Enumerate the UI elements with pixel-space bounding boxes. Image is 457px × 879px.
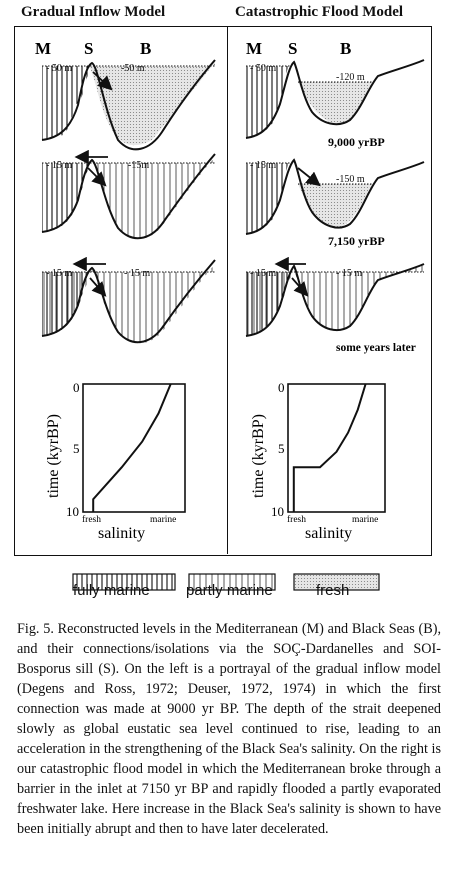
depth-l3-right: - 15 m (124, 268, 150, 279)
y-tick-10-right: 10 (271, 504, 284, 519)
right-basin-3: - 15 m - 15 m some years later (245, 256, 425, 354)
time-label-2: 7,150 yrBP (328, 234, 385, 248)
time-label-1: 9,000 yrBP (328, 135, 385, 149)
label-m-left: M (35, 39, 51, 58)
legend-label-fresh: fresh (316, 582, 350, 599)
chart-axes-box-left (82, 383, 186, 513)
legend-swatch-fully-marine (72, 573, 176, 591)
label-s-left: S (84, 39, 93, 58)
depth-r2-left: - 15 m (250, 160, 276, 171)
left-basin-2: - 15 m -15m (41, 149, 216, 239)
x-tick-fresh-right: fresh (287, 514, 306, 525)
depth-r3-right: - 15 m (336, 268, 362, 279)
depth-r3-left: - 15 m (250, 268, 276, 279)
depth-l2-right: -15m (128, 160, 149, 171)
left-basin-3: - 15 m - 15 m (41, 256, 216, 344)
label-b-right: B (340, 39, 351, 58)
right-basin-1: - 50 m -120 m 9,000 yrBP (245, 59, 425, 149)
y-tick-5-left: 5 (73, 441, 80, 456)
y-tick-0-right: 0 (278, 380, 285, 395)
label-b-left: B (140, 39, 151, 58)
right-basin-2: - 15 m -150 m 7,150 yrBP (245, 158, 425, 248)
legend (72, 573, 380, 591)
label-m-right: M (246, 39, 262, 58)
y-axis-label-left: time (kyrBP) (45, 414, 62, 498)
depth-r1-left: - 50 m (250, 63, 276, 74)
panel-divider (227, 26, 228, 554)
legend-label-partly-marine: partly marine (186, 582, 273, 599)
depth-l1-right: -50 m (121, 63, 145, 74)
time-label-3: some years later (336, 342, 416, 354)
x-axis-label-right: salinity (305, 525, 352, 542)
depth-r2-right: -150 m (336, 174, 365, 185)
salinity-curve-right (292, 383, 367, 512)
left-basin-1: - 50 m -50 m (41, 59, 216, 151)
figure-diagram: M S B M S B - 50 m -50 m - 15 m -15m - 1… (35, 39, 425, 542)
y-tick-5-right: 5 (278, 441, 285, 456)
figure-frame (14, 26, 432, 556)
x-tick-fresh-left: fresh (82, 514, 101, 525)
left-panel-title: Gradual Inflow Model (21, 4, 166, 20)
figure-caption: Fig. 5. Reconstructed levels in the Medi… (17, 621, 441, 837)
y-tick-10-left: 10 (66, 504, 79, 519)
x-tick-marine-right: marine (352, 515, 378, 525)
chart-axes-box-right (287, 383, 386, 513)
salinity-chart-right: 0 5 10 fresh marine salinity time (kyrBP… (250, 380, 386, 542)
x-axis-label-left: salinity (98, 525, 145, 542)
salinity-curve-left (92, 383, 172, 512)
right-panel-title: Catastrophic Flood Model (235, 4, 404, 20)
y-tick-0-left: 0 (73, 380, 80, 395)
y-axis-label-right: time (kyrBP) (250, 414, 267, 498)
label-s-right: S (288, 39, 297, 58)
depth-l3-left: - 15 m (46, 268, 72, 279)
legend-swatch-fresh (293, 573, 380, 591)
legend-swatch-partly-marine (188, 573, 276, 591)
depth-l1-left: - 50 m (46, 63, 72, 74)
legend-label-fully-marine: fully marine (73, 582, 150, 599)
depth-l2-left: - 15 m (46, 160, 72, 171)
depth-r1-right: -120 m (336, 72, 365, 83)
x-tick-marine-left: marine (150, 515, 176, 525)
salinity-chart-left: 0 5 10 fresh marine salinity time (kyrBP… (45, 380, 186, 542)
